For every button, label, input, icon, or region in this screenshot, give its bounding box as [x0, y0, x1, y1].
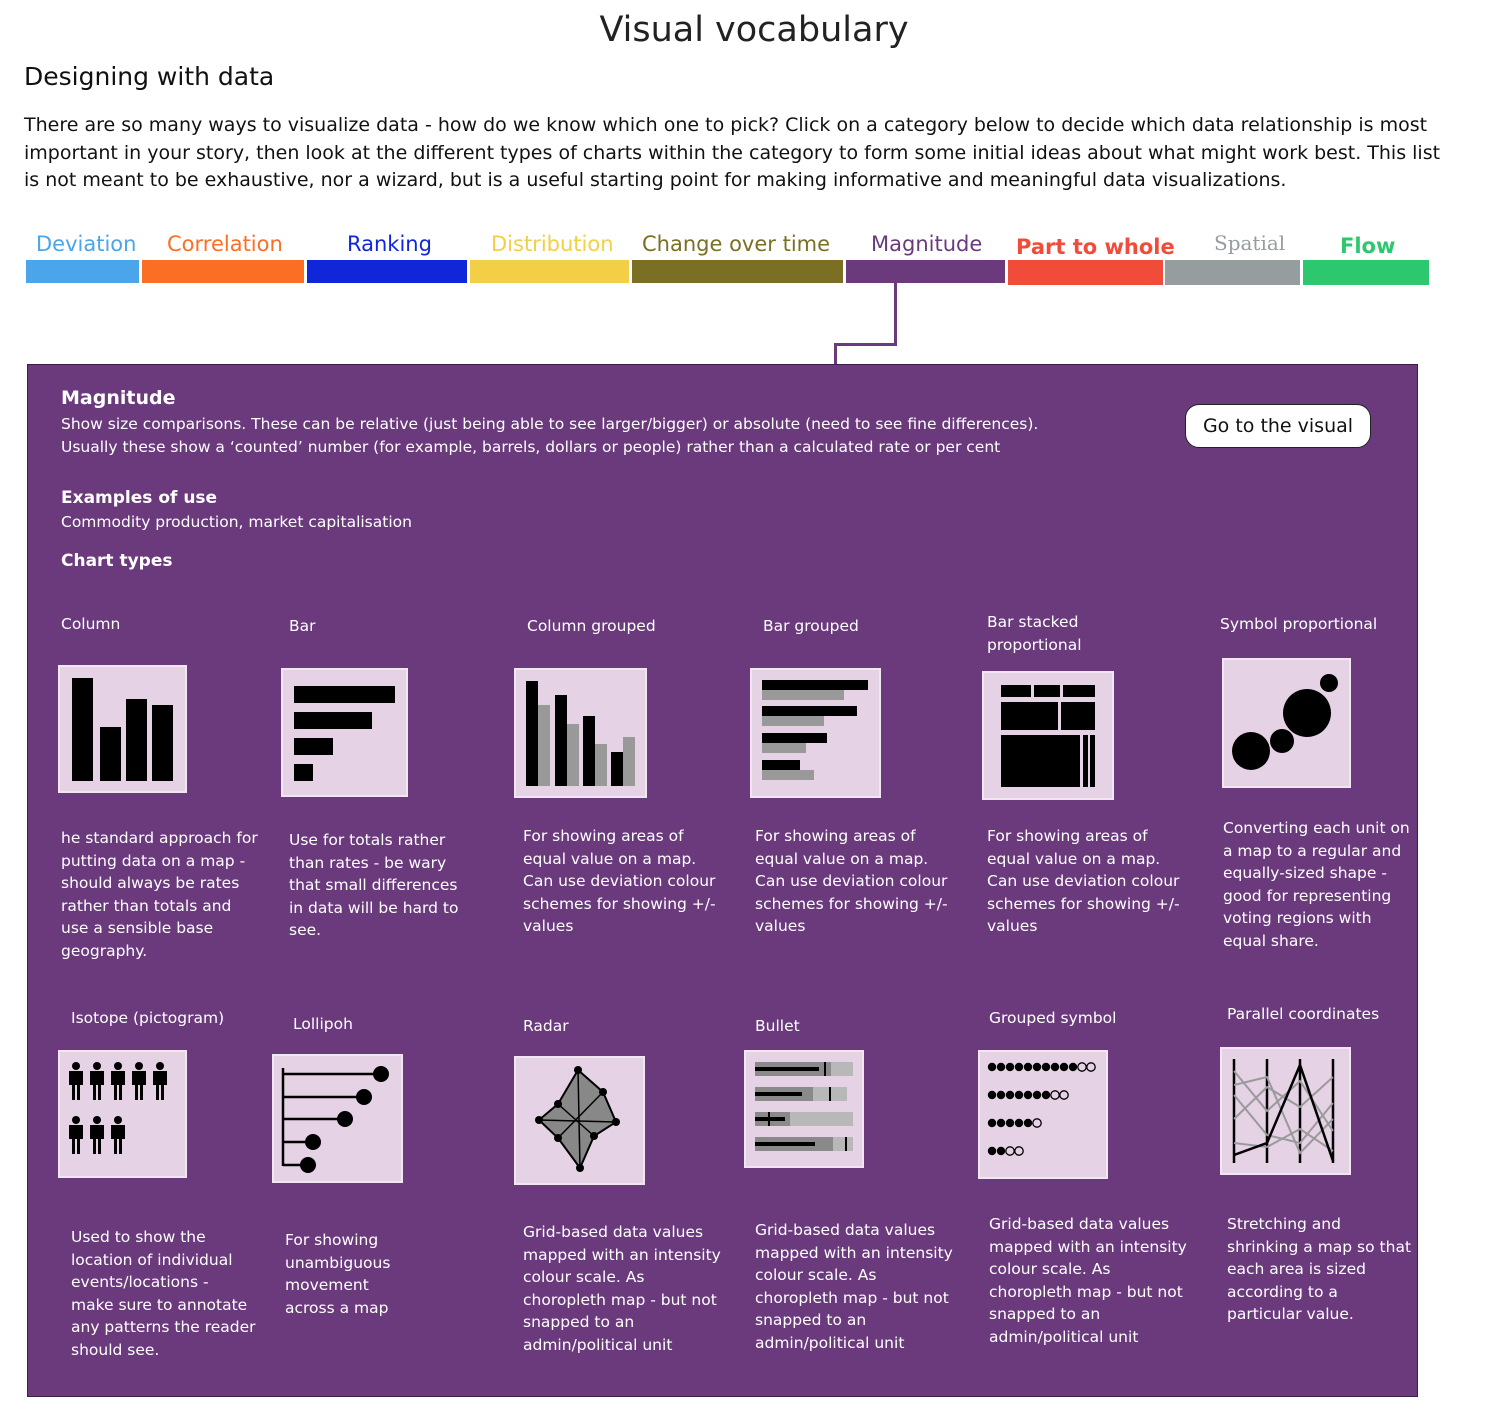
column-chart-icon [58, 665, 187, 793]
card-description: For showing areas of equal value on a ma… [987, 827, 1180, 936]
connector-line [894, 283, 897, 345]
card-title: Column [61, 615, 121, 633]
card-description: Converting each unit on a map to a regul… [1223, 819, 1410, 950]
card-description: Used to show the location of individual … [71, 1228, 256, 1359]
panel-title: Magnitude [61, 387, 176, 409]
grouped-symbol-chart-icon [978, 1050, 1108, 1179]
card-description: Grid-based data values mapped with an in… [523, 1223, 721, 1354]
examples-text: Commodity production, market capitalisat… [61, 513, 412, 531]
panel-description: Show size comparisons. These can be rela… [61, 413, 1061, 459]
card-title: Grouped symbol [989, 1009, 1117, 1027]
panel-description-line: Usually these show a ‘counted’ number (f… [61, 438, 1001, 456]
category-label: Flow [1340, 234, 1396, 258]
isotope-pictogram-icon [58, 1050, 187, 1178]
card-title: Lollipoh [293, 1015, 353, 1033]
card-title: Symbol proportional [1220, 615, 1378, 633]
card-description: For showing areas of equal value on a ma… [523, 827, 716, 936]
page-title: Visual vocabulary [599, 10, 909, 50]
category-label: Spatial [1214, 231, 1286, 255]
card-title: Bar stacked proportional [987, 613, 1082, 654]
card-description: Grid-based data values mapped with an in… [755, 1221, 953, 1352]
card-title: Bar [289, 617, 316, 635]
bullet-chart-icon [744, 1050, 864, 1168]
symbol-proportional-chart-icon [1222, 658, 1351, 788]
card-title: Isotope (pictogram) [71, 1009, 225, 1027]
connector-line [834, 343, 897, 346]
card-description: For showing areas of equal value on a ma… [755, 827, 948, 936]
lollipop-chart-icon [272, 1054, 403, 1183]
category-label: Change over time [642, 232, 831, 256]
intro-text: There are so many ways to visualize data… [24, 114, 1441, 191]
category-label: Correlation [167, 232, 283, 256]
bar-stacked-proportional-chart-icon [982, 671, 1114, 800]
card-description: Grid-based data values mapped with an in… [989, 1215, 1187, 1346]
magnitude-panel: Magnitude Show size comparisons. These c… [27, 364, 1418, 1397]
card-title: Bar grouped [763, 617, 859, 635]
examples-heading: Examples of use [61, 488, 218, 508]
card-description: Use for totals rather than rates - be wa… [289, 831, 459, 940]
card-title: Parallel coordinates [1227, 1005, 1380, 1023]
bar-chart-icon [281, 668, 408, 797]
category-label: Distribution [491, 232, 614, 256]
card-description: For showing unambiguous movement across … [285, 1231, 391, 1317]
card-description: Stretching and shrinking a map so that e… [1227, 1215, 1412, 1324]
category-label: Deviation [36, 232, 137, 256]
parallel-coordinates-chart-icon [1220, 1047, 1351, 1175]
column-grouped-chart-icon [514, 668, 647, 798]
bar-grouped-chart-icon [750, 668, 881, 798]
card-title: Bullet [755, 1017, 800, 1035]
card-title: Radar [523, 1017, 569, 1035]
category-label: Ranking [347, 232, 432, 256]
connector-line [834, 343, 837, 365]
category-label: Part to whole [1016, 235, 1175, 259]
panel-description-line: Show size comparisons. These can be rela… [61, 415, 1039, 433]
card-description: he standard approach for putting data on… [61, 829, 258, 960]
go-to-visual-button[interactable]: Go to the visual [1185, 404, 1371, 448]
chart-types-heading: Chart types [61, 551, 173, 571]
card-title: Column grouped [527, 617, 656, 635]
page-subtitle: Designing with data [24, 62, 275, 91]
category-label: Magnitude [871, 232, 983, 256]
radar-chart-icon [514, 1056, 645, 1185]
